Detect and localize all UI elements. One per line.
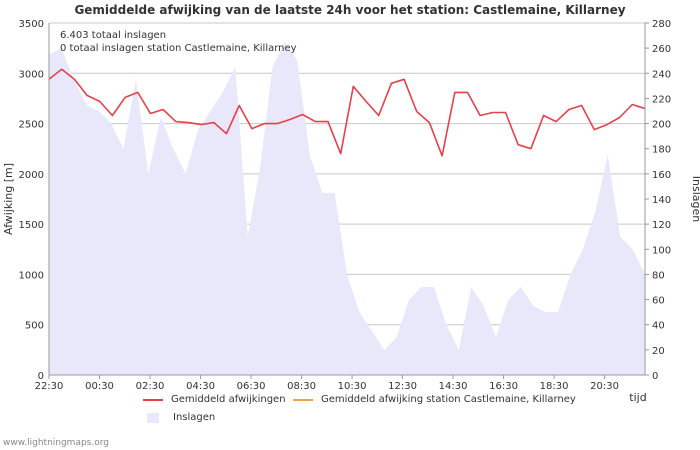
y2-axis-ticks: 0 20 40 60 80 100 120 140 160 180 200 220 240 260 280 [652, 19, 671, 382]
footer-credit: www.lightningmaps.org [3, 438, 109, 448]
y2-tick-label: 120 [652, 220, 671, 231]
x-tick-label: 02:30 [136, 381, 165, 392]
avg-deviation-line [48, 68, 646, 157]
x-tick-label: 20:30 [590, 381, 619, 392]
y2-tick-label: 180 [652, 145, 671, 156]
y-axis-ticks: 0 500 1000 1500 2000 2500 3000 3500 [19, 19, 44, 382]
y-tick-label: 0 [38, 371, 44, 382]
y2-tick-label: 220 [652, 94, 671, 105]
x-axis-ticks: 22:30 00:30 02:30 04:30 06:30 08:30 10:30 12:30… [35, 381, 619, 392]
y2-tick-label: 140 [652, 195, 671, 206]
x-tick-label: 04:30 [186, 381, 215, 392]
legend-swatch-strikes [147, 412, 159, 423]
x-axis-label: tijd [629, 391, 646, 404]
legend-item-strikes: Inslagen [143, 412, 215, 423]
y-tick-label: 1500 [19, 220, 44, 231]
y-tick-label: 3000 [19, 69, 44, 80]
y-tick-label: 2000 [19, 170, 44, 181]
legend-swatch-avg-deviation [143, 398, 163, 401]
y-tick-label: 3500 [19, 19, 44, 30]
x-tick-label: 18:30 [540, 381, 569, 392]
y-tick-label: 500 [25, 321, 44, 332]
x-tick-label: 00:30 [85, 381, 114, 392]
axes [48, 22, 649, 379]
annotation-station-strikes: 0 totaal inslagen station Castlemaine, K… [60, 43, 297, 54]
y2-tick-label: 260 [652, 44, 671, 55]
legend-label-strikes: Inslagen [173, 412, 216, 423]
x-tick-label: 08:30 [287, 381, 316, 392]
x-tick-label: 14:30 [439, 381, 468, 392]
x-tick-label: 16:30 [489, 381, 518, 392]
y2-tick-label: 240 [652, 69, 671, 80]
y2-tick-label: 0 [652, 371, 658, 382]
y2-tick-label: 280 [652, 19, 671, 30]
y2-tick-label: 100 [652, 245, 671, 256]
strikes-area-fill [49, 41, 645, 376]
y2-axis-label: Inslagen [690, 176, 700, 222]
strikes-area [49, 41, 645, 376]
y2-tick-label: 60 [652, 296, 665, 307]
y2-tick-label: 20 [652, 346, 665, 357]
legend-item-avg-deviation: Gemiddeld afwijkingen [143, 394, 286, 405]
y-axis-label: Afwijking [m] [2, 163, 15, 235]
legend-item-station-deviation: Gemiddeld afwijking station Castlemaine,… [293, 394, 576, 405]
x-tick-label: 22:30 [35, 381, 64, 392]
x-tick-label: 10:30 [338, 381, 367, 392]
x-tick-label: 12:30 [388, 381, 417, 392]
legend-swatch-station-deviation [293, 398, 313, 401]
x-tick-label: 06:30 [237, 381, 266, 392]
y2-tick-label: 200 [652, 120, 671, 131]
y-tick-label: 2500 [19, 120, 44, 131]
legend-label-station-deviation: Gemiddeld afwijking station Castlemaine,… [321, 394, 576, 405]
y2-tick-label: 80 [652, 270, 665, 281]
y2-tick-label: 160 [652, 170, 671, 181]
chart-title: Gemiddelde afwijking van de laatste 24h … [74, 3, 626, 17]
annotation-total-strikes: 6.403 totaal inslagen [60, 30, 166, 41]
series-lines [48, 68, 646, 157]
legend-label-avg-deviation: Gemiddeld afwijkingen [171, 394, 286, 405]
y2-tick-label: 40 [652, 321, 665, 332]
y-tick-label: 1000 [19, 270, 44, 281]
